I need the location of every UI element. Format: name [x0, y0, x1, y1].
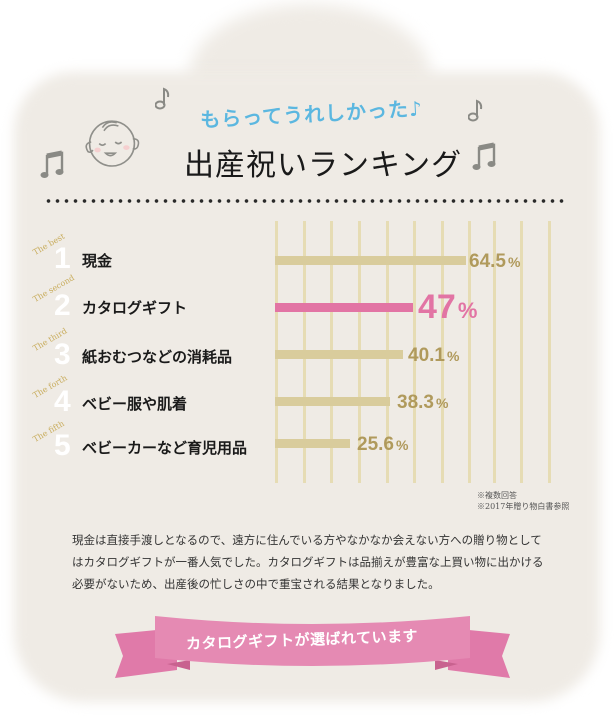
bar-5: [275, 439, 350, 448]
value-number: 38.3: [397, 392, 434, 413]
background-panel: [14, 72, 600, 702]
grid-line: [493, 221, 496, 483]
value-unit: %: [435, 395, 449, 411]
bar-value-1: 64.5%: [469, 252, 520, 271]
grid-line: [413, 221, 416, 483]
rank-label: 紙おむつなどの消耗品: [82, 348, 233, 366]
grid-line: [520, 221, 523, 483]
page-title: 出産祝いランキング: [184, 148, 463, 183]
beamed-notes-icon: [40, 150, 64, 178]
rank-number: 4: [54, 385, 71, 418]
value-unit: %: [446, 348, 460, 364]
beamed-notes-icon: [472, 142, 496, 170]
value-unit: %: [507, 254, 521, 270]
rank-number: 3: [54, 338, 71, 371]
value-number: 64.5: [469, 251, 506, 272]
grid-line: [548, 221, 551, 483]
value-number: 40.1: [408, 345, 445, 366]
dotted-divider: [44, 197, 564, 205]
bar-value-3: 40.1%: [408, 346, 459, 365]
bar-2: [275, 303, 413, 312]
rank-number: 2: [54, 289, 71, 322]
description-text: 現金は直接手渡しとなるので、遠方に住んでいる方やなかなか会えない方への贈り物とし…: [72, 533, 544, 591]
ribbon-banner: [115, 616, 510, 678]
footnote-multiple-answers: ※複数回答: [477, 491, 517, 500]
bar-1: [275, 256, 466, 265]
value-unit: %: [395, 437, 409, 453]
value-unit: %: [457, 298, 478, 323]
footnote-source: ※2017年贈り物白書参照: [477, 502, 570, 511]
rank-label: 現金: [82, 252, 113, 270]
bar-value-5: 25.6%: [357, 435, 408, 454]
rank-label: ベビーカーなど育児用品: [82, 439, 248, 457]
baby-face-icon: [85, 120, 140, 167]
grid-line: [468, 221, 471, 483]
bar-value-2: 47%: [418, 290, 477, 324]
value-number: 25.6: [357, 434, 394, 455]
eighth-note-icon: [155, 87, 170, 110]
bar-4: [275, 397, 390, 406]
value-number: 47: [418, 288, 456, 326]
rank-label: ベビー服や肌着: [82, 395, 188, 413]
bar-3: [275, 350, 403, 359]
bar-value-4: 38.3%: [397, 393, 448, 412]
rank-number: 5: [54, 429, 71, 462]
rank-number: 1: [54, 242, 71, 275]
grid-line: [441, 221, 444, 483]
rank-label: カタログギフト: [82, 299, 188, 317]
eighth-note-icon: [468, 99, 483, 122]
